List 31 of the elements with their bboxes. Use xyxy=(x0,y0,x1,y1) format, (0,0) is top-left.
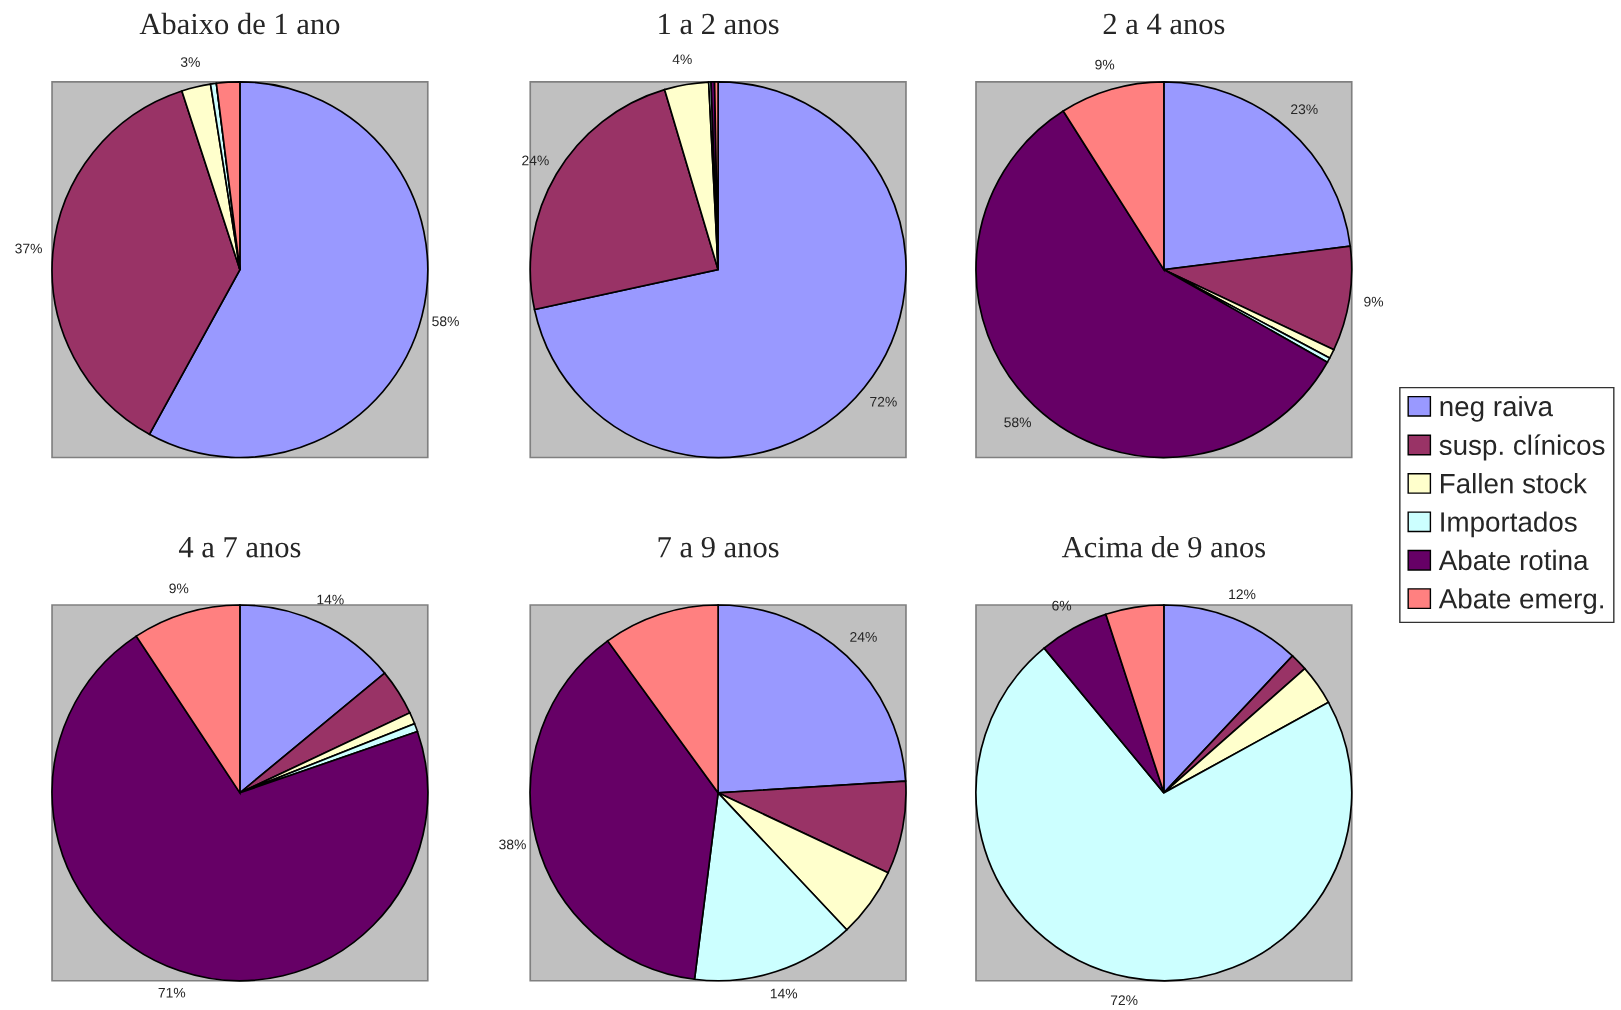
data-label: 38% xyxy=(499,839,526,850)
data-label: 24% xyxy=(522,155,549,166)
data-label: 4% xyxy=(672,54,692,65)
chart-title: 7 a 9 anos xyxy=(658,536,779,558)
data-label: 37% xyxy=(15,243,42,254)
data-label: 58% xyxy=(1004,417,1031,428)
chart-title: Abaixo de 1 ano xyxy=(139,12,340,35)
data-label: 3% xyxy=(180,57,200,67)
chart-title: 1 a 2 anos xyxy=(659,13,779,35)
data-label: 9% xyxy=(1095,59,1115,70)
legend-label: neg raiva xyxy=(1440,395,1553,422)
data-label: 23% xyxy=(1291,104,1318,115)
chart-title: Acima de 9 anos xyxy=(1061,535,1266,558)
legend-label: Abate emerg. xyxy=(1438,588,1603,615)
data-label: 6% xyxy=(1052,600,1072,611)
data-label: 58% xyxy=(432,316,459,327)
chart-title: 4 a 7 anos xyxy=(178,537,301,558)
data-label: 71% xyxy=(158,987,186,998)
data-label: 14% xyxy=(770,988,798,999)
legend-label: susp. clínicos xyxy=(1439,434,1605,461)
data-label: 14% xyxy=(317,594,344,605)
data-label: 72% xyxy=(1110,995,1138,1006)
data-label: 9% xyxy=(169,583,189,594)
legend-label: Importados xyxy=(1441,511,1577,538)
chart-title: 2 a 4 anos xyxy=(1103,13,1225,35)
legend-label: Fallen stock xyxy=(1441,473,1587,494)
data-label: 24% xyxy=(850,632,877,642)
data-label: 72% xyxy=(870,396,897,407)
data-label: 12% xyxy=(1229,589,1256,600)
data-label: 9% xyxy=(1364,296,1384,307)
legend-label: Abate rotina xyxy=(1438,549,1589,571)
